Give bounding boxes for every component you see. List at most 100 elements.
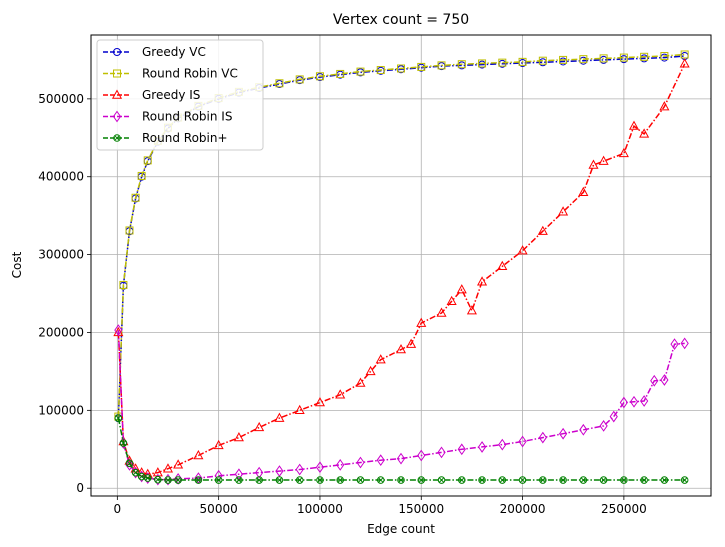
data-point xyxy=(680,476,689,484)
data-point xyxy=(356,476,365,484)
data-point-cross xyxy=(560,477,566,483)
data-point xyxy=(295,463,304,476)
data-point-cross xyxy=(459,477,465,483)
data-point-ring xyxy=(559,476,567,484)
data-point-cross xyxy=(540,477,546,483)
data-point xyxy=(235,476,243,484)
data-point-ring xyxy=(235,476,243,484)
data-point xyxy=(679,58,690,68)
y-tick-label: 0 xyxy=(76,481,84,495)
series-line xyxy=(117,417,685,481)
data-point-ring xyxy=(498,476,507,484)
x-tick-label: 150000 xyxy=(398,502,444,516)
data-point xyxy=(650,374,659,387)
data-point xyxy=(456,284,467,294)
legend-marker xyxy=(111,89,123,99)
data-point-cross xyxy=(195,477,202,483)
data-point-ring xyxy=(174,476,182,484)
data-point xyxy=(478,476,486,484)
data-point xyxy=(395,344,407,354)
data-point xyxy=(457,476,466,484)
data-point xyxy=(417,476,426,484)
data-point xyxy=(355,377,366,387)
data-point xyxy=(396,452,406,465)
legend-label: Round Robin IS xyxy=(142,110,232,124)
x-tick-label: 0 xyxy=(114,502,122,516)
data-point-ring xyxy=(640,476,648,484)
data-point xyxy=(498,58,507,67)
data-point xyxy=(588,159,599,169)
data-point xyxy=(356,456,365,469)
data-point-cross xyxy=(621,477,627,483)
data-point xyxy=(143,474,152,482)
data-point-cross xyxy=(357,477,364,483)
data-point xyxy=(680,50,689,59)
data-point xyxy=(598,155,609,165)
data-point xyxy=(274,412,285,422)
data-point-cross xyxy=(438,477,445,483)
x-tick-label: 250000 xyxy=(601,502,647,516)
legend-marker xyxy=(112,110,122,123)
legend-marker-ring xyxy=(113,134,121,142)
x-tick-label: 200000 xyxy=(500,502,546,516)
data-point xyxy=(539,476,547,484)
data-point-cross xyxy=(398,477,404,483)
data-point xyxy=(538,56,547,65)
data-point-cross xyxy=(519,477,526,483)
data-point-cross xyxy=(139,473,145,480)
data-point xyxy=(417,62,426,71)
data-point xyxy=(640,476,648,484)
data-point-cross xyxy=(132,469,139,476)
data-point-ring xyxy=(143,474,152,482)
data-point xyxy=(559,476,567,484)
data-point xyxy=(578,186,589,197)
data-point xyxy=(164,476,172,484)
data-point xyxy=(437,61,446,70)
data-point-cross xyxy=(499,477,505,483)
data-point-ring xyxy=(417,476,426,484)
y-tick-label: 200000 xyxy=(38,325,84,339)
data-point-cross xyxy=(479,477,485,483)
data-point xyxy=(628,120,640,130)
data-point xyxy=(131,193,140,202)
data-point xyxy=(376,454,385,467)
data-point-ring xyxy=(295,476,304,484)
data-point-ring xyxy=(114,414,123,422)
data-point xyxy=(174,476,182,484)
data-point xyxy=(670,338,679,351)
legend-marker-cross xyxy=(114,135,120,141)
data-point xyxy=(559,55,568,64)
data-point-cross xyxy=(126,460,133,466)
data-point xyxy=(114,324,123,337)
data-point-cross xyxy=(600,477,607,483)
data-point xyxy=(376,66,385,75)
data-point-ring xyxy=(194,476,203,484)
data-point xyxy=(255,476,263,484)
data-point-cross xyxy=(682,477,688,483)
data-point xyxy=(162,463,174,473)
data-point xyxy=(599,476,608,484)
data-point xyxy=(477,276,488,286)
data-point xyxy=(114,414,123,422)
series-2 xyxy=(113,58,690,478)
data-point-ring xyxy=(660,476,669,484)
y-axis-label: Cost xyxy=(10,251,24,278)
data-point xyxy=(517,245,528,255)
data-point-cross xyxy=(155,476,161,483)
data-point-ring xyxy=(214,476,223,484)
data-point xyxy=(275,465,284,477)
data-point xyxy=(518,476,527,484)
data-point-ring xyxy=(599,476,608,484)
data-point xyxy=(498,438,507,451)
data-point xyxy=(558,427,568,440)
data-point xyxy=(640,395,649,407)
data-point-cross xyxy=(145,475,151,481)
legend-item: Round Robin IS xyxy=(103,110,232,124)
data-point xyxy=(119,280,128,289)
data-point xyxy=(143,156,152,165)
data-point-ring xyxy=(539,476,547,484)
data-point xyxy=(406,338,417,348)
data-point-cross xyxy=(641,477,647,483)
data-point xyxy=(609,410,618,423)
data-point xyxy=(295,75,304,84)
